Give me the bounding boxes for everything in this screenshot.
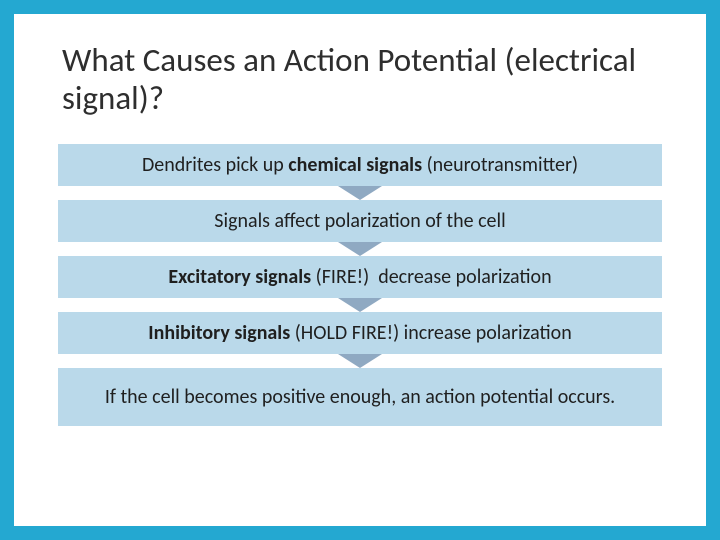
flow-step: Excitatory signals (FIRE!) decrease pola… [58, 256, 662, 298]
down-arrow-icon [58, 298, 662, 312]
down-arrow-icon [58, 354, 662, 368]
flow-step: If the cell becomes positive enough, an … [58, 368, 662, 426]
down-arrow-icon [58, 186, 662, 200]
flow-step-text: Signals affect polarization of the cell [214, 209, 505, 233]
flow-step: Inhibitory signals (HOLD FIRE!) increase… [58, 312, 662, 354]
slide-title: What Causes an Action Potential (electri… [62, 42, 662, 118]
flow-step-text: Excitatory signals (FIRE!) decrease pola… [168, 265, 551, 289]
down-arrow-icon [58, 242, 662, 256]
flow-step: Signals affect polarization of the cell [58, 200, 662, 242]
flow-step-text: Dendrites pick up chemical signals (neur… [142, 153, 578, 177]
flow-step: Dendrites pick up chemical signals (neur… [58, 144, 662, 186]
flow-step-text: Inhibitory signals (HOLD FIRE!) increase… [148, 321, 571, 345]
flow-step-text: If the cell becomes positive enough, an … [105, 385, 615, 409]
slide-frame: What Causes an Action Potential (electri… [0, 0, 720, 540]
flow-diagram: Dendrites pick up chemical signals (neur… [58, 144, 662, 426]
